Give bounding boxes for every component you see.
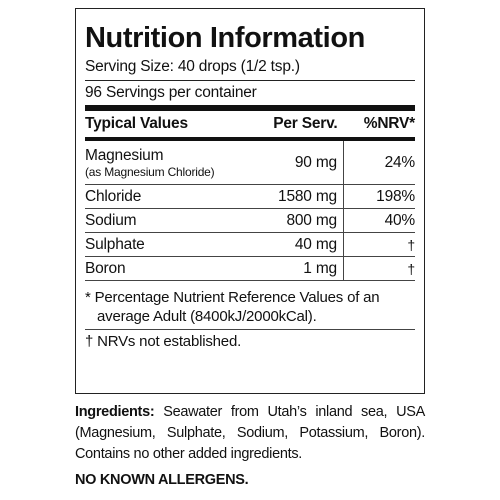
- nrv-footnote-line1: * Percentage Nutrient Reference Values o…: [85, 289, 380, 306]
- allergens-statement: NO KNOWN ALLERGENS.: [75, 472, 249, 488]
- serving-size: Serving Size: 40 drops (1/2 tsp.): [85, 58, 300, 75]
- ingredients-text: Ingredients: Seawater from Utah’s inland…: [75, 402, 425, 465]
- table-row: Sulphate 40 mg †: [85, 232, 415, 257]
- nutrition-panel: Nutrition Information Serving Size: 40 d…: [75, 8, 425, 394]
- table-header-row: Typical Values Per Serv. %NRV*: [85, 111, 415, 141]
- nutrient-name: Sulphate: [85, 232, 253, 257]
- nutrient-nrv: 24%: [342, 139, 415, 185]
- nutrient-nrv: †: [342, 256, 415, 281]
- nutrient-source-note: (as Magnesium Chloride): [85, 164, 215, 179]
- table-row: Magnesium (as Magnesium Chloride) 90 mg …: [85, 139, 415, 185]
- nutrient-name: Magnesium: [85, 146, 164, 164]
- nutrient-name: Boron: [85, 256, 253, 281]
- panel-title: Nutrition Information: [85, 22, 365, 54]
- divider: [85, 80, 415, 81]
- divider: [85, 329, 415, 330]
- nrv-footnote: * Percentage Nutrient Reference Values o…: [85, 288, 415, 326]
- nutrient-nrv: 40%: [342, 208, 415, 233]
- nutrient-nrv: †: [342, 232, 415, 257]
- nutrient-name-cell: Magnesium (as Magnesium Chloride): [85, 139, 253, 185]
- nutrient-value: 800 mg: [252, 208, 344, 233]
- table-row: Chloride 1580 mg 198%: [85, 184, 415, 209]
- table-row: Boron 1 mg †: [85, 256, 415, 281]
- servings-per-container: 96 Servings per container: [85, 84, 257, 101]
- nutrient-name: Chloride: [85, 184, 253, 209]
- ingredients-list: Seawater from Utah’s inland sea, USA (Ma…: [75, 404, 425, 462]
- nutrition-table: Typical Values Per Serv. %NRV* Magnesium…: [85, 111, 415, 281]
- nutrient-value: 90 mg: [252, 139, 344, 185]
- nrv-footnote-line2: average Adult (8400kJ/2000kCal).: [97, 308, 317, 325]
- nutrient-nrv: 198%: [342, 184, 415, 209]
- thick-divider: [85, 105, 415, 111]
- ingredients-heading: Ingredients:: [75, 404, 155, 420]
- header-typical-values: Typical Values: [85, 111, 253, 141]
- nutrient-name: Sodium: [85, 208, 253, 233]
- header-per-serving: Per Serv.: [252, 111, 344, 141]
- nutrient-value: 1580 mg: [252, 184, 344, 209]
- nutrient-value: 1 mg: [252, 256, 344, 281]
- nutrient-value: 40 mg: [252, 232, 344, 257]
- table-row: Sodium 800 mg 40%: [85, 208, 415, 233]
- dagger-footnote: † NRVs not established.: [85, 333, 242, 350]
- header-nrv: %NRV*: [343, 111, 415, 141]
